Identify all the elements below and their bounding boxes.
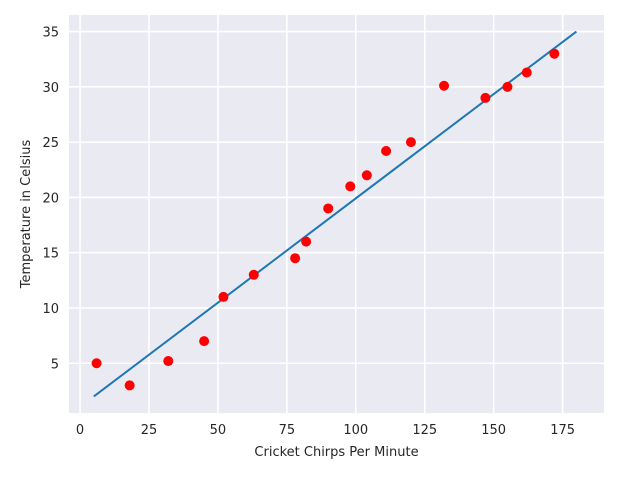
fit-line [93, 30, 578, 398]
scatter-point [439, 80, 450, 91]
x-tick-label: 0 [76, 423, 84, 438]
scatter-point [290, 253, 301, 264]
y-axis-label: Temperature in Celsius [19, 140, 34, 290]
y-tick-label: 5 [51, 357, 59, 372]
scatter-point [124, 380, 135, 391]
y-tick-label: 30 [42, 81, 59, 96]
y-tick-labels: 5 10 15 20 25 30 35 [42, 26, 59, 373]
scatter-point [199, 336, 210, 347]
x-axis-label: Cricket Chirps Per Minute [254, 445, 418, 460]
x-tick-labels: 0 25 50 75 100 125 150 175 [76, 423, 575, 438]
fit-line-layer [93, 30, 578, 398]
grid-lines [69, 15, 604, 413]
scatter-point [381, 145, 392, 156]
y-tick-label: 35 [42, 26, 59, 41]
x-tick-label: 50 [210, 423, 227, 438]
y-tick-label: 10 [42, 302, 59, 317]
y-tick-label: 20 [42, 191, 59, 206]
scatter-point [502, 81, 513, 92]
x-tick-label: 175 [550, 423, 575, 438]
scatter-points-layer [91, 48, 560, 391]
scatter-point [218, 291, 229, 302]
scatter-point [521, 67, 532, 78]
scatter-point [549, 48, 560, 59]
x-tick-label: 75 [279, 423, 296, 438]
scatter-point [361, 170, 372, 181]
scatter-point [91, 358, 102, 369]
scatter-point [405, 137, 416, 148]
scatter-point [480, 92, 491, 103]
y-tick-label: 25 [42, 136, 59, 151]
x-tick-label: 150 [481, 423, 506, 438]
scatter-point [248, 269, 259, 280]
scatter-point [163, 356, 174, 367]
x-tick-label: 25 [141, 423, 158, 438]
scatter-point [301, 236, 312, 247]
x-tick-label: 100 [343, 423, 368, 438]
scatter-point [345, 181, 356, 192]
x-tick-label: 125 [412, 423, 437, 438]
y-tick-label: 15 [42, 247, 59, 262]
scatter-point [323, 203, 334, 214]
